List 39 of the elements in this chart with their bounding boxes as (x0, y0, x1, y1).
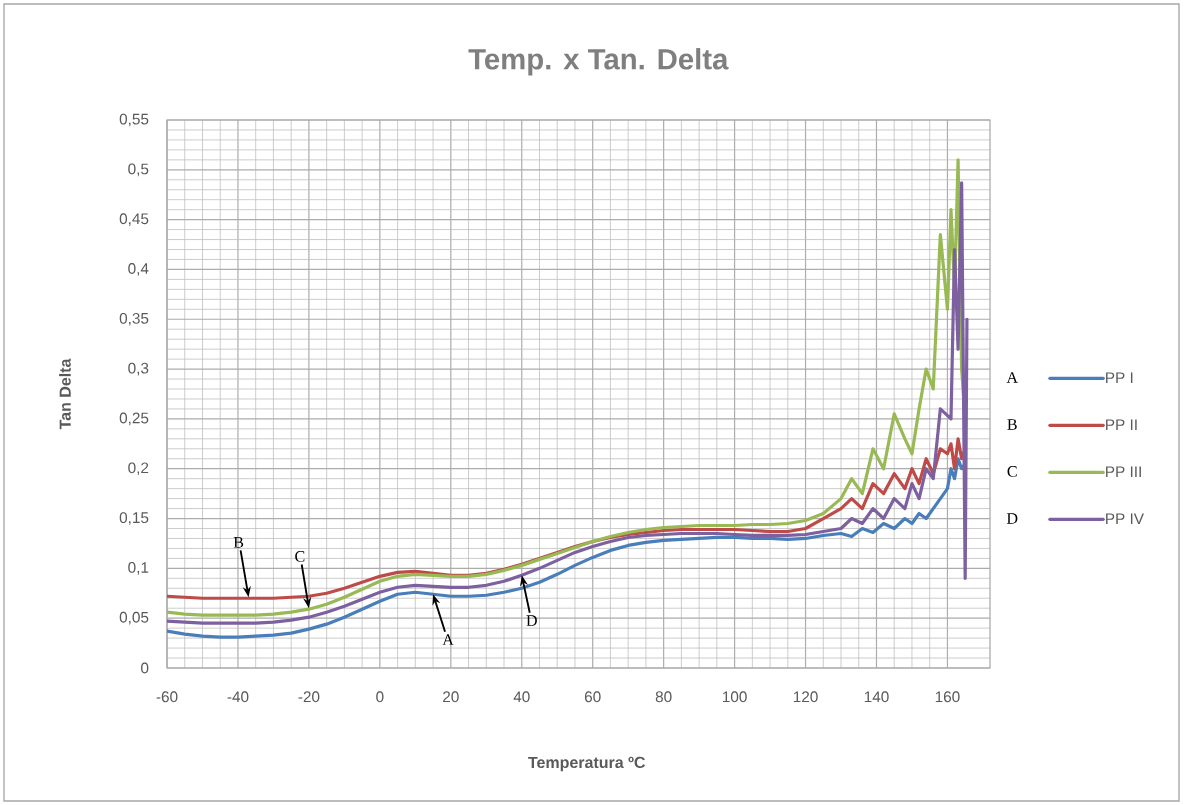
x-tick-label: 20 (443, 691, 459, 703)
y-tick-label: 0,2 (128, 462, 149, 476)
annotation: B (233, 537, 244, 548)
x-tick-label: 140 (864, 691, 889, 703)
text: D (1006, 513, 1018, 524)
x-tick-label: -20 (298, 691, 320, 703)
legend-label: PP IV (1106, 513, 1144, 524)
legend-label: PP I (1106, 372, 1133, 383)
y-tick-label: 0,05 (119, 611, 149, 625)
y-tick-label: 0 (141, 662, 149, 674)
legend-label: PP II (1106, 419, 1137, 430)
x-tick-label: 80 (655, 691, 672, 703)
annotation: C (295, 551, 305, 562)
x-tick-label: 120 (793, 691, 818, 703)
text: B (1007, 419, 1017, 430)
x-tick-label: 0 (376, 691, 384, 703)
x-axis-title: Temperatura ºC (528, 756, 646, 772)
text: C (1007, 466, 1017, 477)
y-tick-label: 0,1 (128, 562, 149, 575)
annotation: D (526, 615, 537, 626)
x-tick-label: 100 (722, 691, 747, 703)
x-tick-label: -60 (156, 691, 178, 703)
y-tick-label: 0,55 (119, 113, 149, 127)
chart-title: Temp. x Tan. Delta (468, 48, 729, 76)
y-tick-label: 0,45 (119, 213, 149, 226)
y-tick-label: 0,35 (119, 312, 149, 326)
x-tick-label: 160 (935, 691, 960, 703)
x-tick-label: 60 (584, 691, 601, 703)
text: A (1006, 372, 1018, 383)
y-tick-label: 0,4 (128, 263, 149, 276)
x-tick-label: 40 (513, 691, 530, 703)
y-tick-label: 0,25 (119, 412, 149, 426)
y-tick-label: 0,5 (128, 163, 149, 177)
y-tick-label: 0,15 (119, 512, 149, 525)
legend-label: PP III (1106, 466, 1141, 477)
y-tick-label: 0,3 (128, 362, 149, 376)
y-axis-title: Tan Delta (59, 358, 71, 430)
annotation: A (442, 634, 454, 645)
x-tick-label: -40 (227, 691, 249, 703)
